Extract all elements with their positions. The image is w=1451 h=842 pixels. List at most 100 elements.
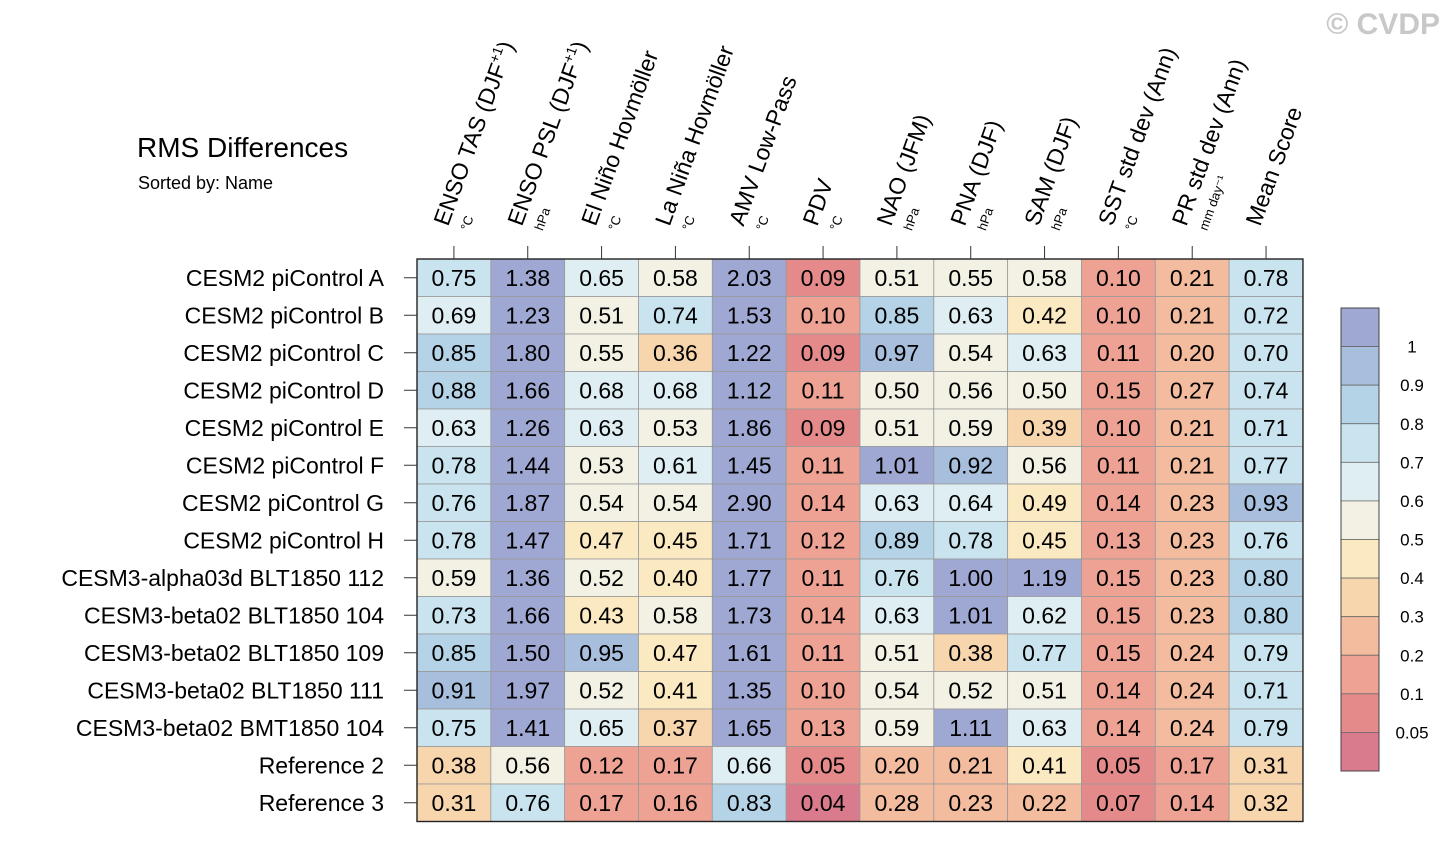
cell-value: 0.56 [948,377,993,403]
heatmap-cell [564,671,639,710]
row-label: Reference 2 [259,752,384,778]
cell-value: 0.12 [579,752,624,778]
column-label-text: El Niño Hovmöller [576,47,663,229]
heatmap-cell [490,558,566,597]
cell-value: 0.10 [1096,265,1141,291]
heatmap-cell [711,558,787,597]
heatmap-cell [1228,558,1304,597]
cell-value: 0.71 [1244,677,1289,703]
heatmap-cell [1007,258,1082,297]
cell-value: 0.53 [653,415,698,441]
heatmap-cell [1154,408,1230,447]
column-unit: °C [605,214,624,233]
heatmap-cell [564,446,639,485]
heatmap-cell [785,483,861,522]
heatmap-cell [933,633,1009,672]
heatmap-cell [1081,296,1156,335]
cell-value: 1.87 [505,490,550,516]
cell-value: 0.68 [653,377,698,403]
row-label: CESM2 piControl E [185,415,384,441]
cell-value: 0.11 [1097,452,1140,478]
heatmap-cell [1228,596,1304,635]
heatmap-cell [1228,521,1304,560]
cell-value: 0.50 [1022,377,1067,403]
cell-value: 0.13 [1096,527,1141,553]
cell-value: 0.09 [801,415,846,441]
colorbar-segment [1340,732,1380,772]
cell-value: 0.17 [1170,752,1215,778]
heatmap-cell [416,408,492,447]
cell-value: 0.09 [801,340,846,366]
cell-value: 1.23 [505,302,550,328]
heatmap-cell [1228,746,1304,785]
row-label: CESM3-beta02 BLT1850 109 [84,640,384,666]
colorbar-segment [1340,577,1380,618]
cell-value: 0.10 [1096,302,1141,328]
cell-value: 1.66 [505,377,550,403]
colorbar-label: 0.2 [1400,646,1424,665]
cell-value: 0.15 [1096,602,1141,628]
cell-value: 0.21 [1170,452,1215,478]
cell-value: 0.51 [1022,677,1067,703]
cell-value: 1.38 [505,265,550,291]
column-label-text: La Niña Hovmöller [650,42,739,229]
cell-value: 0.13 [801,715,846,741]
heatmap-cell [1228,371,1304,410]
heatmap-cell [1007,746,1082,785]
heatmap-cell [416,333,492,372]
cell-value: 0.23 [1170,565,1215,591]
heatmap-cell [1154,521,1230,560]
cell-value: 0.14 [801,602,846,628]
cell-value: 0.54 [579,490,624,516]
cell-value: 1.26 [505,415,550,441]
cell-value: 0.76 [1244,527,1289,553]
colorbar-segment [1340,539,1380,579]
cell-value: 0.56 [1022,452,1067,478]
cell-value: 0.79 [1244,715,1289,741]
heatmap-cells: 0.75 1.38 0.65 0.58 2.03 0.09 0.51 0.55 0.58 0.10… [416,258,1304,822]
heatmap-cell [416,371,492,410]
chart-subtitle: Sorted by: Name [138,173,273,193]
column-label: PDV°C [797,175,845,233]
cell-value: 0.58 [1022,265,1067,291]
heatmap-cell [785,258,861,297]
cell-value: 0.47 [653,640,698,666]
heatmap-cell [785,296,861,335]
heatmap-cell [1228,408,1304,447]
cell-value: 0.24 [1170,640,1215,666]
cell-value: 0.78 [432,452,477,478]
cell-value: 0.21 [948,752,993,778]
heatmap-cell [711,483,787,522]
heatmap-cell [711,708,787,747]
cell-value: 1.01 [948,602,993,628]
cell-value: 0.55 [948,265,993,291]
row-label: CESM2 piControl B [185,302,384,328]
heatmap-cell [933,708,1009,747]
column-label-text: Mean Score [1240,103,1307,228]
heatmap-cell [1007,521,1082,560]
heatmap-cell [785,671,861,710]
row-label: CESM2 piControl G [182,490,384,516]
heatmap-cell [859,483,935,522]
cell-value: 0.61 [653,452,698,478]
cell-value: 0.14 [801,490,846,516]
heatmap-cell [564,708,639,747]
colorbar-label: 0.4 [1400,569,1424,588]
cell-value: 0.22 [1022,790,1067,816]
heatmap-cell [1228,483,1304,522]
cell-value: 0.14 [1096,677,1141,703]
cell-value: 0.55 [579,340,624,366]
cell-value: 0.51 [875,265,920,291]
column-label-text: AMV Low-Pass [724,72,802,229]
cell-value: 2.03 [727,265,772,291]
heatmap-cell [859,371,935,410]
colorbar-segment [1340,500,1380,540]
cell-value: 1.19 [1022,565,1067,591]
heatmap-frame [404,246,1304,823]
heatmap-cell [490,783,566,822]
heatmap-cell [859,596,935,635]
cell-value: 0.27 [1170,377,1215,403]
heatmap-cell [1154,558,1230,597]
heatmap-cell [638,633,713,672]
colorbar-segment [1340,693,1380,733]
